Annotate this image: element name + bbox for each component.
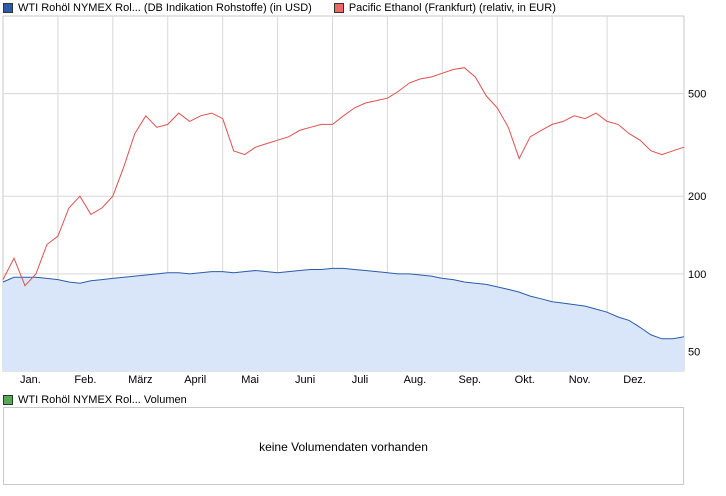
y-axis-ticks: 50 100 200 500 xyxy=(688,89,706,359)
legend-swatch-wti xyxy=(3,3,13,13)
legend-swatch-volume xyxy=(3,395,13,405)
legend-swatch-pacific-ethanol xyxy=(333,3,344,13)
volume-legend: WTI Rohöl NYMEX Rol... Volumen xyxy=(3,393,209,407)
price-chart: 50 100 200 500 Jan. Feb. März April Mai Juni Juli… xyxy=(2,15,706,386)
y-tick-label: 100 xyxy=(688,269,706,281)
legend-item-wti[interactable]: WTI Rohöl NYMEX Rol... (DB Indikation Ro… xyxy=(3,2,312,14)
volume-empty-message: keine Volumendaten vorhanden xyxy=(259,440,428,454)
series-area xyxy=(3,268,684,371)
volume-panel: keine Volumendaten vorhanden xyxy=(3,407,684,485)
x-tick-label: Okt. xyxy=(515,374,535,386)
x-tick-label: Aug. xyxy=(404,374,427,386)
legend-label-wti: WTI Rohöl NYMEX Rol... (DB Indikation Ro… xyxy=(18,2,312,14)
series-lines xyxy=(2,67,685,340)
legend-label-pacific-ethanol: Pacific Ethanol (Frankfurt) (relativ, in… xyxy=(348,2,556,14)
y-tick-label: 50 xyxy=(688,346,700,358)
x-tick-label: März xyxy=(128,374,152,386)
series-area-wti xyxy=(3,268,684,371)
legend-label-volume: WTI Rohöl NYMEX Rol... Volumen xyxy=(18,394,187,406)
x-tick-label: Juni xyxy=(295,374,315,386)
series-line-pacific-ethanol xyxy=(2,67,685,287)
y-tick-label: 200 xyxy=(688,191,706,203)
chart-legend: WTI Rohöl NYMEX Rol... (DB Indikation Ro… xyxy=(3,1,578,15)
x-axis-ticks: Jan. Feb. März April Mai Juni Juli Aug. Sep. Okt.… xyxy=(20,374,646,386)
legend-item-volume[interactable]: WTI Rohöl NYMEX Rol... Volumen xyxy=(3,394,187,406)
x-tick-label: Dez. xyxy=(623,374,646,386)
x-tick-label: Sep. xyxy=(458,374,481,386)
x-tick-label: Feb. xyxy=(74,374,96,386)
x-tick-label: Nov. xyxy=(569,374,591,386)
x-tick-label: April xyxy=(184,374,206,386)
series-line-wti xyxy=(2,267,685,340)
x-tick-label: Mai xyxy=(241,374,259,386)
y-tick-label: 500 xyxy=(688,89,706,101)
x-tick-label: Juli xyxy=(352,374,369,386)
legend-item-pacific-ethanol[interactable]: Pacific Ethanol (Frankfurt) (relativ, in… xyxy=(333,2,556,14)
x-tick-label: Jan. xyxy=(20,374,41,386)
